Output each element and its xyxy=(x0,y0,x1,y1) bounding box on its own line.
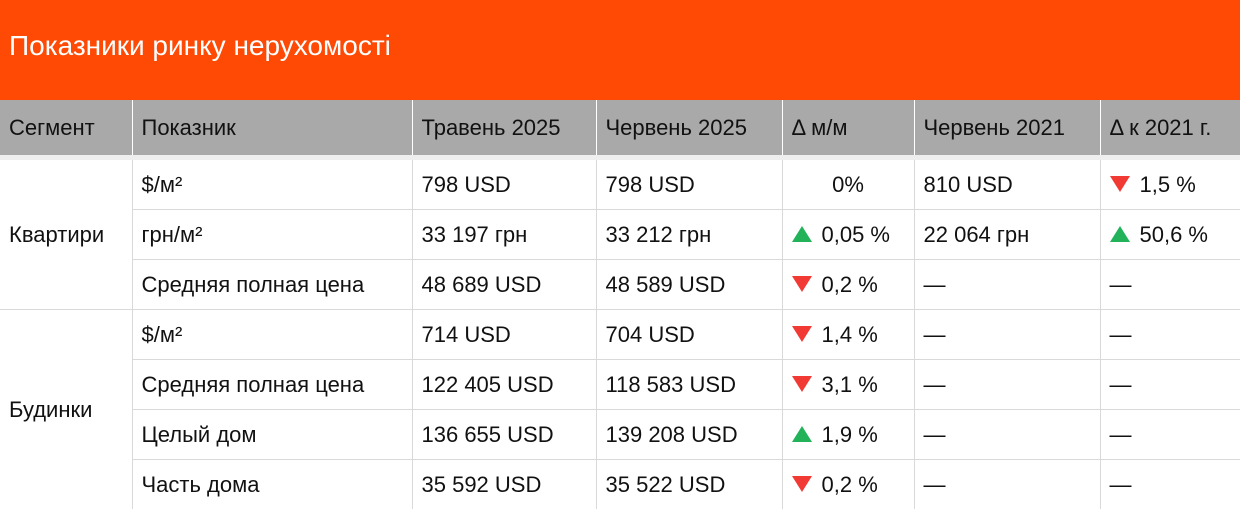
june-2021-cell: 22 064 грн xyxy=(914,210,1100,260)
delta-value: — xyxy=(1110,272,1132,297)
delta-mm-cell: 1,9 % xyxy=(782,410,914,460)
may-2025-cell: 136 655 USD xyxy=(412,410,596,460)
delta-value: 50,6 % xyxy=(1140,222,1209,247)
delta-value: 0,2 % xyxy=(822,272,878,297)
delta-mm-cell: 0,05 % xyxy=(782,210,914,260)
header-delta-2021: Δ к 2021 г. xyxy=(1100,100,1240,158)
page-title: Показники ринку нерухомості xyxy=(9,30,391,62)
title-banner: Показники ринку нерухомості xyxy=(0,0,1240,100)
june-2025-cell: 35 522 USD xyxy=(596,460,782,509)
arrow-down-icon xyxy=(792,276,812,292)
delta-2021-cell: — xyxy=(1100,360,1240,410)
indicator-cell: Часть дома xyxy=(132,460,412,509)
may-2025-cell: 48 689 USD xyxy=(412,260,596,310)
segment-cell: Будинки xyxy=(0,310,132,509)
delta-2021-cell: — xyxy=(1100,460,1240,509)
delta-2021-cell: 1,5 % xyxy=(1100,158,1240,210)
delta-mm-cell: 0,2 % xyxy=(782,460,914,509)
arrow-up-icon xyxy=(792,426,812,442)
june-2025-cell: 704 USD xyxy=(596,310,782,360)
delta-mm-cell: 0,2 % xyxy=(782,260,914,310)
delta-2021-cell: — xyxy=(1100,410,1240,460)
indicator-cell: Средняя полная цена xyxy=(132,360,412,410)
arrow-down-icon xyxy=(792,476,812,492)
june-2025-cell: 33 212 грн xyxy=(596,210,782,260)
delta-mm-cell: 1,4 % xyxy=(782,310,914,360)
delta-value: 0,2 % xyxy=(822,472,878,497)
june-2025-cell: 798 USD xyxy=(596,158,782,210)
delta-value: 0% xyxy=(832,172,864,197)
delta-value: 3,1 % xyxy=(822,372,878,397)
header-june-2021: Червень 2021 xyxy=(914,100,1100,158)
june-2021-cell: — xyxy=(914,460,1100,509)
header-june-2025: Червень 2025 xyxy=(596,100,782,158)
delta-value: 1,5 % xyxy=(1140,172,1196,197)
indicator-cell: Целый дом xyxy=(132,410,412,460)
june-2025-cell: 48 589 USD xyxy=(596,260,782,310)
arrow-down-icon xyxy=(792,326,812,342)
arrow-down-icon xyxy=(1110,176,1130,192)
delta-2021-cell: — xyxy=(1100,260,1240,310)
june-2021-cell: — xyxy=(914,410,1100,460)
delta-2021-cell: 50,6 % xyxy=(1100,210,1240,260)
delta-value: 0,05 % xyxy=(822,222,891,247)
delta-value: — xyxy=(1110,372,1132,397)
delta-mm-cell: 3,1 % xyxy=(782,360,914,410)
delta-2021-cell: — xyxy=(1100,310,1240,360)
indicator-cell: Средняя полная цена xyxy=(132,260,412,310)
may-2025-cell: 33 197 грн xyxy=(412,210,596,260)
arrow-up-icon xyxy=(1110,226,1130,242)
june-2021-cell: — xyxy=(914,310,1100,360)
delta-value: 1,9 % xyxy=(822,422,878,447)
may-2025-cell: 798 USD xyxy=(412,158,596,210)
header-row: Сегмент Показник Травень 2025 Червень 20… xyxy=(0,100,1240,158)
header-segment: Сегмент xyxy=(0,100,132,158)
delta-value: — xyxy=(1110,422,1132,447)
arrow-down-icon xyxy=(792,376,812,392)
arrow-up-icon xyxy=(792,226,812,242)
header-may-2025: Травень 2025 xyxy=(412,100,596,158)
delta-value: — xyxy=(1110,322,1132,347)
segment-cell: Квартири xyxy=(0,158,132,310)
market-indicators-table: Сегмент Показник Травень 2025 Червень 20… xyxy=(0,100,1240,509)
indicator-cell: грн/м² xyxy=(132,210,412,260)
delta-value: 1,4 % xyxy=(822,322,878,347)
june-2025-cell: 118 583 USD xyxy=(596,360,782,410)
indicator-cell: $/м² xyxy=(132,310,412,360)
may-2025-cell: 714 USD xyxy=(412,310,596,360)
indicator-cell: $/м² xyxy=(132,158,412,210)
june-2021-cell: — xyxy=(914,260,1100,310)
june-2021-cell: 810 USD xyxy=(914,158,1100,210)
june-2021-cell: — xyxy=(914,360,1100,410)
june-2025-cell: 139 208 USD xyxy=(596,410,782,460)
may-2025-cell: 35 592 USD xyxy=(412,460,596,509)
header-indicator: Показник xyxy=(132,100,412,158)
delta-value: — xyxy=(1110,472,1132,497)
delta-mm-cell: 0% xyxy=(782,158,914,210)
may-2025-cell: 122 405 USD xyxy=(412,360,596,410)
header-delta-mm: Δ м/м xyxy=(782,100,914,158)
